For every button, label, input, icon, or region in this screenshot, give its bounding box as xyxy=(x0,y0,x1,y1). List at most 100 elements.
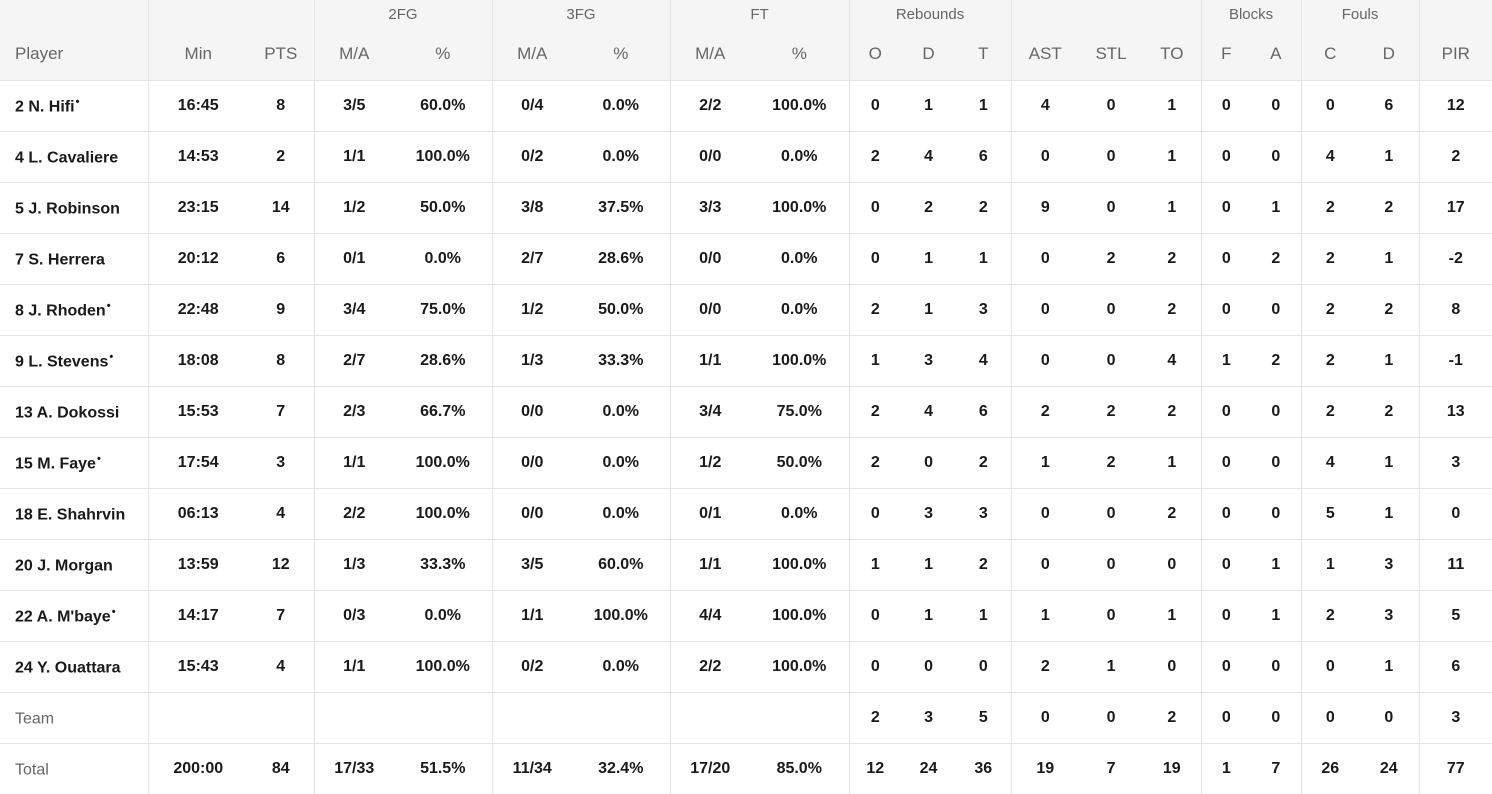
pir-cell: 17 xyxy=(1419,182,1492,234)
player-cell[interactable]: 9 L. Stevens• xyxy=(0,335,149,387)
blk-f-cell: 0 xyxy=(1201,284,1252,336)
player-cell[interactable]: 4 L. Cavaliere xyxy=(0,131,149,183)
group-header-rebounds: Rebounds xyxy=(849,0,1012,28)
player-name[interactable]: 20 J. Morgan xyxy=(15,557,113,575)
ast-cell: 4 xyxy=(1011,80,1080,132)
foul-d-cell: 3 xyxy=(1359,590,1420,642)
reb-t-cell: 4 xyxy=(956,335,1012,387)
player-cell[interactable]: 20 J. Morgan xyxy=(0,539,149,591)
player-cell[interactable]: 8 J. Rhoden• xyxy=(0,284,149,336)
3fg-ma-cell: 3/5 xyxy=(492,539,572,591)
player-name[interactable]: 7 S. Herrera xyxy=(15,251,105,269)
total-row: Total 200:00 84 17/33 51.5% 11/34 32.4% … xyxy=(0,743,1492,794)
table-header: 2FG 3FG FT Rebounds Blocks Fouls Player … xyxy=(0,0,1492,81)
player-cell[interactable]: 18 E. Shahrvin xyxy=(0,488,149,540)
player-cell[interactable]: 2 N. Hifi• xyxy=(0,80,149,132)
blk-a-cell: 0 xyxy=(1251,131,1302,183)
player-name[interactable]: 22 A. M'baye xyxy=(15,608,111,626)
foul-c-cell: 2 xyxy=(1301,386,1360,438)
column-header-reb-d[interactable]: D xyxy=(901,28,957,81)
player-name[interactable]: Team xyxy=(15,710,55,728)
column-header-ast[interactable]: AST xyxy=(1011,28,1080,81)
header-group-row: 2FG 3FG FT Rebounds Blocks Fouls xyxy=(0,0,1492,28)
player-name[interactable]: 5 J. Robinson xyxy=(15,200,120,218)
player-cell[interactable]: 13 A. Dokossi xyxy=(0,386,149,438)
column-header-foul-c[interactable]: C xyxy=(1301,28,1360,81)
ast-cell: 1 xyxy=(1011,590,1080,642)
reb-t-cell: 36 xyxy=(956,743,1012,794)
player-cell[interactable]: Total xyxy=(0,743,149,794)
player-name[interactable]: 24 Y. Ouattara xyxy=(15,659,121,677)
2fg-ma-cell xyxy=(314,692,394,744)
column-header-player[interactable]: Player xyxy=(0,28,149,81)
reb-t-cell: 0 xyxy=(956,641,1012,693)
2fg-ma-cell: 1/1 xyxy=(314,131,394,183)
blk-a-cell: 7 xyxy=(1251,743,1302,794)
player-name[interactable]: 4 L. Cavaliere xyxy=(15,149,119,167)
blk-a-cell: 1 xyxy=(1251,182,1302,234)
blk-f-cell: 0 xyxy=(1201,590,1252,642)
player-name[interactable]: 15 M. Faye xyxy=(15,455,96,473)
column-header-3fg-ma[interactable]: M/A xyxy=(492,28,572,81)
column-header-blk-f[interactable]: F xyxy=(1201,28,1252,81)
ft-ma-cell xyxy=(670,692,750,744)
player-name[interactable]: 2 N. Hifi xyxy=(15,98,75,116)
3fg-pct-cell: 28.6% xyxy=(572,233,671,285)
column-header-2fg-ma[interactable]: M/A xyxy=(314,28,394,81)
foul-d-cell: 24 xyxy=(1359,743,1420,794)
player-name[interactable]: 18 E. Shahrvin xyxy=(15,506,126,524)
ft-ma-cell: 0/1 xyxy=(670,488,750,540)
column-header-reb-o[interactable]: O xyxy=(849,28,902,81)
foul-c-cell: 0 xyxy=(1301,692,1360,744)
2fg-pct-cell: 100.0% xyxy=(394,641,493,693)
player-cell[interactable]: 24 Y. Ouattara xyxy=(0,641,149,693)
player-cell[interactable]: 5 J. Robinson xyxy=(0,182,149,234)
reb-t-cell: 2 xyxy=(956,539,1012,591)
pts-cell: 7 xyxy=(248,386,315,438)
column-header-3fg-pct[interactable]: % xyxy=(572,28,671,81)
2fg-ma-cell: 0/1 xyxy=(314,233,394,285)
column-header-to[interactable]: TO xyxy=(1143,28,1202,81)
column-header-stl[interactable]: STL xyxy=(1079,28,1144,81)
foul-d-cell: 1 xyxy=(1359,641,1420,693)
player-cell[interactable]: 22 A. M'baye• xyxy=(0,590,149,642)
player-name[interactable]: Total xyxy=(15,761,49,779)
player-name[interactable]: 9 L. Stevens xyxy=(15,353,109,371)
column-header-pts[interactable]: PTS xyxy=(248,28,315,81)
2fg-ma-cell: 2/7 xyxy=(314,335,394,387)
column-header-pir[interactable]: PIR xyxy=(1419,28,1492,81)
column-header-ft-pct[interactable]: % xyxy=(750,28,850,81)
stl-cell: 0 xyxy=(1079,590,1144,642)
stl-cell: 0 xyxy=(1079,80,1144,132)
min-cell: 18:08 xyxy=(148,335,248,387)
player-name[interactable]: 8 J. Rhoden xyxy=(15,302,106,320)
player-cell[interactable]: 7 S. Herrera xyxy=(0,233,149,285)
player-cell[interactable]: 15 M. Faye• xyxy=(0,437,149,489)
player-name[interactable]: 13 A. Dokossi xyxy=(15,404,120,422)
3fg-ma-cell: 3/8 xyxy=(492,182,572,234)
blk-a-cell: 0 xyxy=(1251,641,1302,693)
3fg-ma-cell: 1/1 xyxy=(492,590,572,642)
ft-ma-cell: 3/3 xyxy=(670,182,750,234)
blk-f-cell: 0 xyxy=(1201,182,1252,234)
reb-t-cell: 1 xyxy=(956,80,1012,132)
column-header-foul-d[interactable]: D xyxy=(1359,28,1420,81)
to-cell: 0 xyxy=(1143,641,1202,693)
foul-c-cell: 26 xyxy=(1321,760,1340,777)
2fg-ma-cell: 3/5 xyxy=(314,80,394,132)
stl-cell: 0 xyxy=(1079,284,1144,336)
ft-pct-cell: 0.0% xyxy=(750,284,850,336)
reb-o-cell: 0 xyxy=(849,590,902,642)
2fg-pct-cell: 100.0% xyxy=(394,488,493,540)
column-header-2fg-pct[interactable]: % xyxy=(394,28,493,81)
reb-o-cell: 2 xyxy=(849,692,902,744)
column-header-blk-a[interactable]: A xyxy=(1251,28,1302,81)
3fg-ma-cell: 1/2 xyxy=(492,284,572,336)
column-header-ft-ma[interactable]: M/A xyxy=(670,28,750,81)
table-row: 15 M. Faye• 17:54 3 1/1 100.0% 0/0 0.0% … xyxy=(0,437,1492,489)
min-cell: 13:59 xyxy=(148,539,248,591)
column-header-reb-t[interactable]: T xyxy=(956,28,1012,81)
pir-cell: -2 xyxy=(1419,233,1492,285)
player-cell[interactable]: Team xyxy=(0,692,149,744)
column-header-min[interactable]: Min xyxy=(148,28,248,81)
